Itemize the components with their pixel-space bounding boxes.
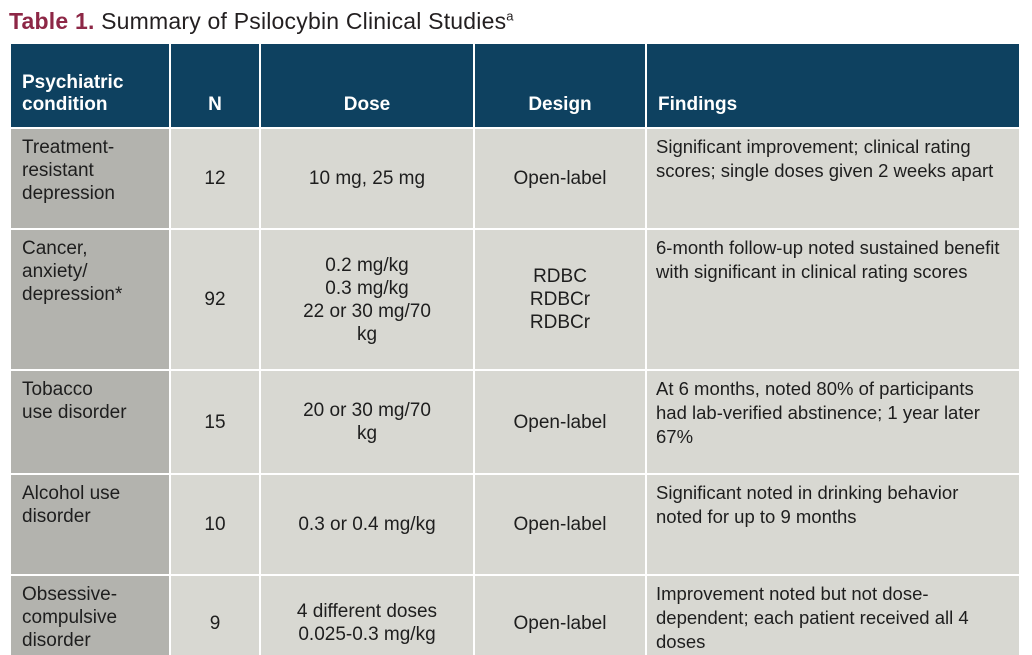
- cell-dose: 20 or 30 mg/70 kg: [261, 371, 473, 473]
- cell-design: RDBC RDBCr RDBCr: [475, 230, 645, 369]
- table-title: Table 1. Summary of Psilocybin Clinical …: [0, 0, 1032, 36]
- table-title-superscript: a: [506, 8, 514, 24]
- cell-dose: 10 mg, 25 mg: [261, 129, 473, 228]
- cell-condition: Cancer, anxiety/ depression*: [11, 230, 169, 369]
- header-cell-design: Design: [475, 44, 645, 127]
- cell-condition: Alcohol use disorder: [11, 475, 169, 574]
- header-cell-n: N: [171, 44, 259, 127]
- cell-condition: Obsessive- compulsive disorder: [11, 576, 169, 655]
- cell-findings: Improvement noted but not dose-dependent…: [647, 576, 1019, 655]
- table-row: Cancer, anxiety/ depression* 92 0.2 mg/k…: [11, 230, 1019, 369]
- table-row: Treatment- resistant depression 12 10 mg…: [11, 129, 1019, 228]
- cell-condition: Treatment- resistant depression: [11, 129, 169, 228]
- cell-n: 9: [171, 576, 259, 655]
- cell-dose: 0.2 mg/kg 0.3 mg/kg 22 or 30 mg/70 kg: [261, 230, 473, 369]
- table-title-label: Table 1.: [9, 8, 95, 34]
- cell-design: Open-label: [475, 475, 645, 574]
- cell-design: Open-label: [475, 129, 645, 228]
- cell-dose: 0.3 or 0.4 mg/kg: [261, 475, 473, 574]
- table-row: Alcohol use disorder 10 0.3 or 0.4 mg/kg…: [11, 475, 1019, 574]
- header-cell-findings: Findings: [647, 44, 1019, 127]
- cell-design: Open-label: [475, 371, 645, 473]
- cell-findings: Significant improvement; clinical rating…: [647, 129, 1019, 228]
- header-cell-dose: Dose: [261, 44, 473, 127]
- cell-n: 92: [171, 230, 259, 369]
- cell-n: 12: [171, 129, 259, 228]
- cell-n: 10: [171, 475, 259, 574]
- cell-findings: At 6 months, noted 80% of participants h…: [647, 371, 1019, 473]
- header-cell-condition: Psychiatric condition: [11, 44, 169, 127]
- cell-findings: 6-month follow-up noted sustained benefi…: [647, 230, 1019, 369]
- cell-design: Open-label: [475, 576, 645, 655]
- cell-condition: Tobacco use disorder: [11, 371, 169, 473]
- cell-findings: Significant noted in drinking behavior n…: [647, 475, 1019, 574]
- cell-dose: 4 different doses 0.025-0.3 mg/kg: [261, 576, 473, 655]
- clinical-studies-table: Psychiatric condition N Dose Design Find…: [9, 42, 1021, 655]
- table-title-text: Summary of Psilocybin Clinical Studies: [94, 8, 507, 34]
- table-row: Tobacco use disorder 15 20 or 30 mg/70 k…: [11, 371, 1019, 473]
- header-row: Psychiatric condition N Dose Design Find…: [11, 44, 1019, 127]
- table-row: Obsessive- compulsive disorder 9 4 diffe…: [11, 576, 1019, 655]
- cell-n: 15: [171, 371, 259, 473]
